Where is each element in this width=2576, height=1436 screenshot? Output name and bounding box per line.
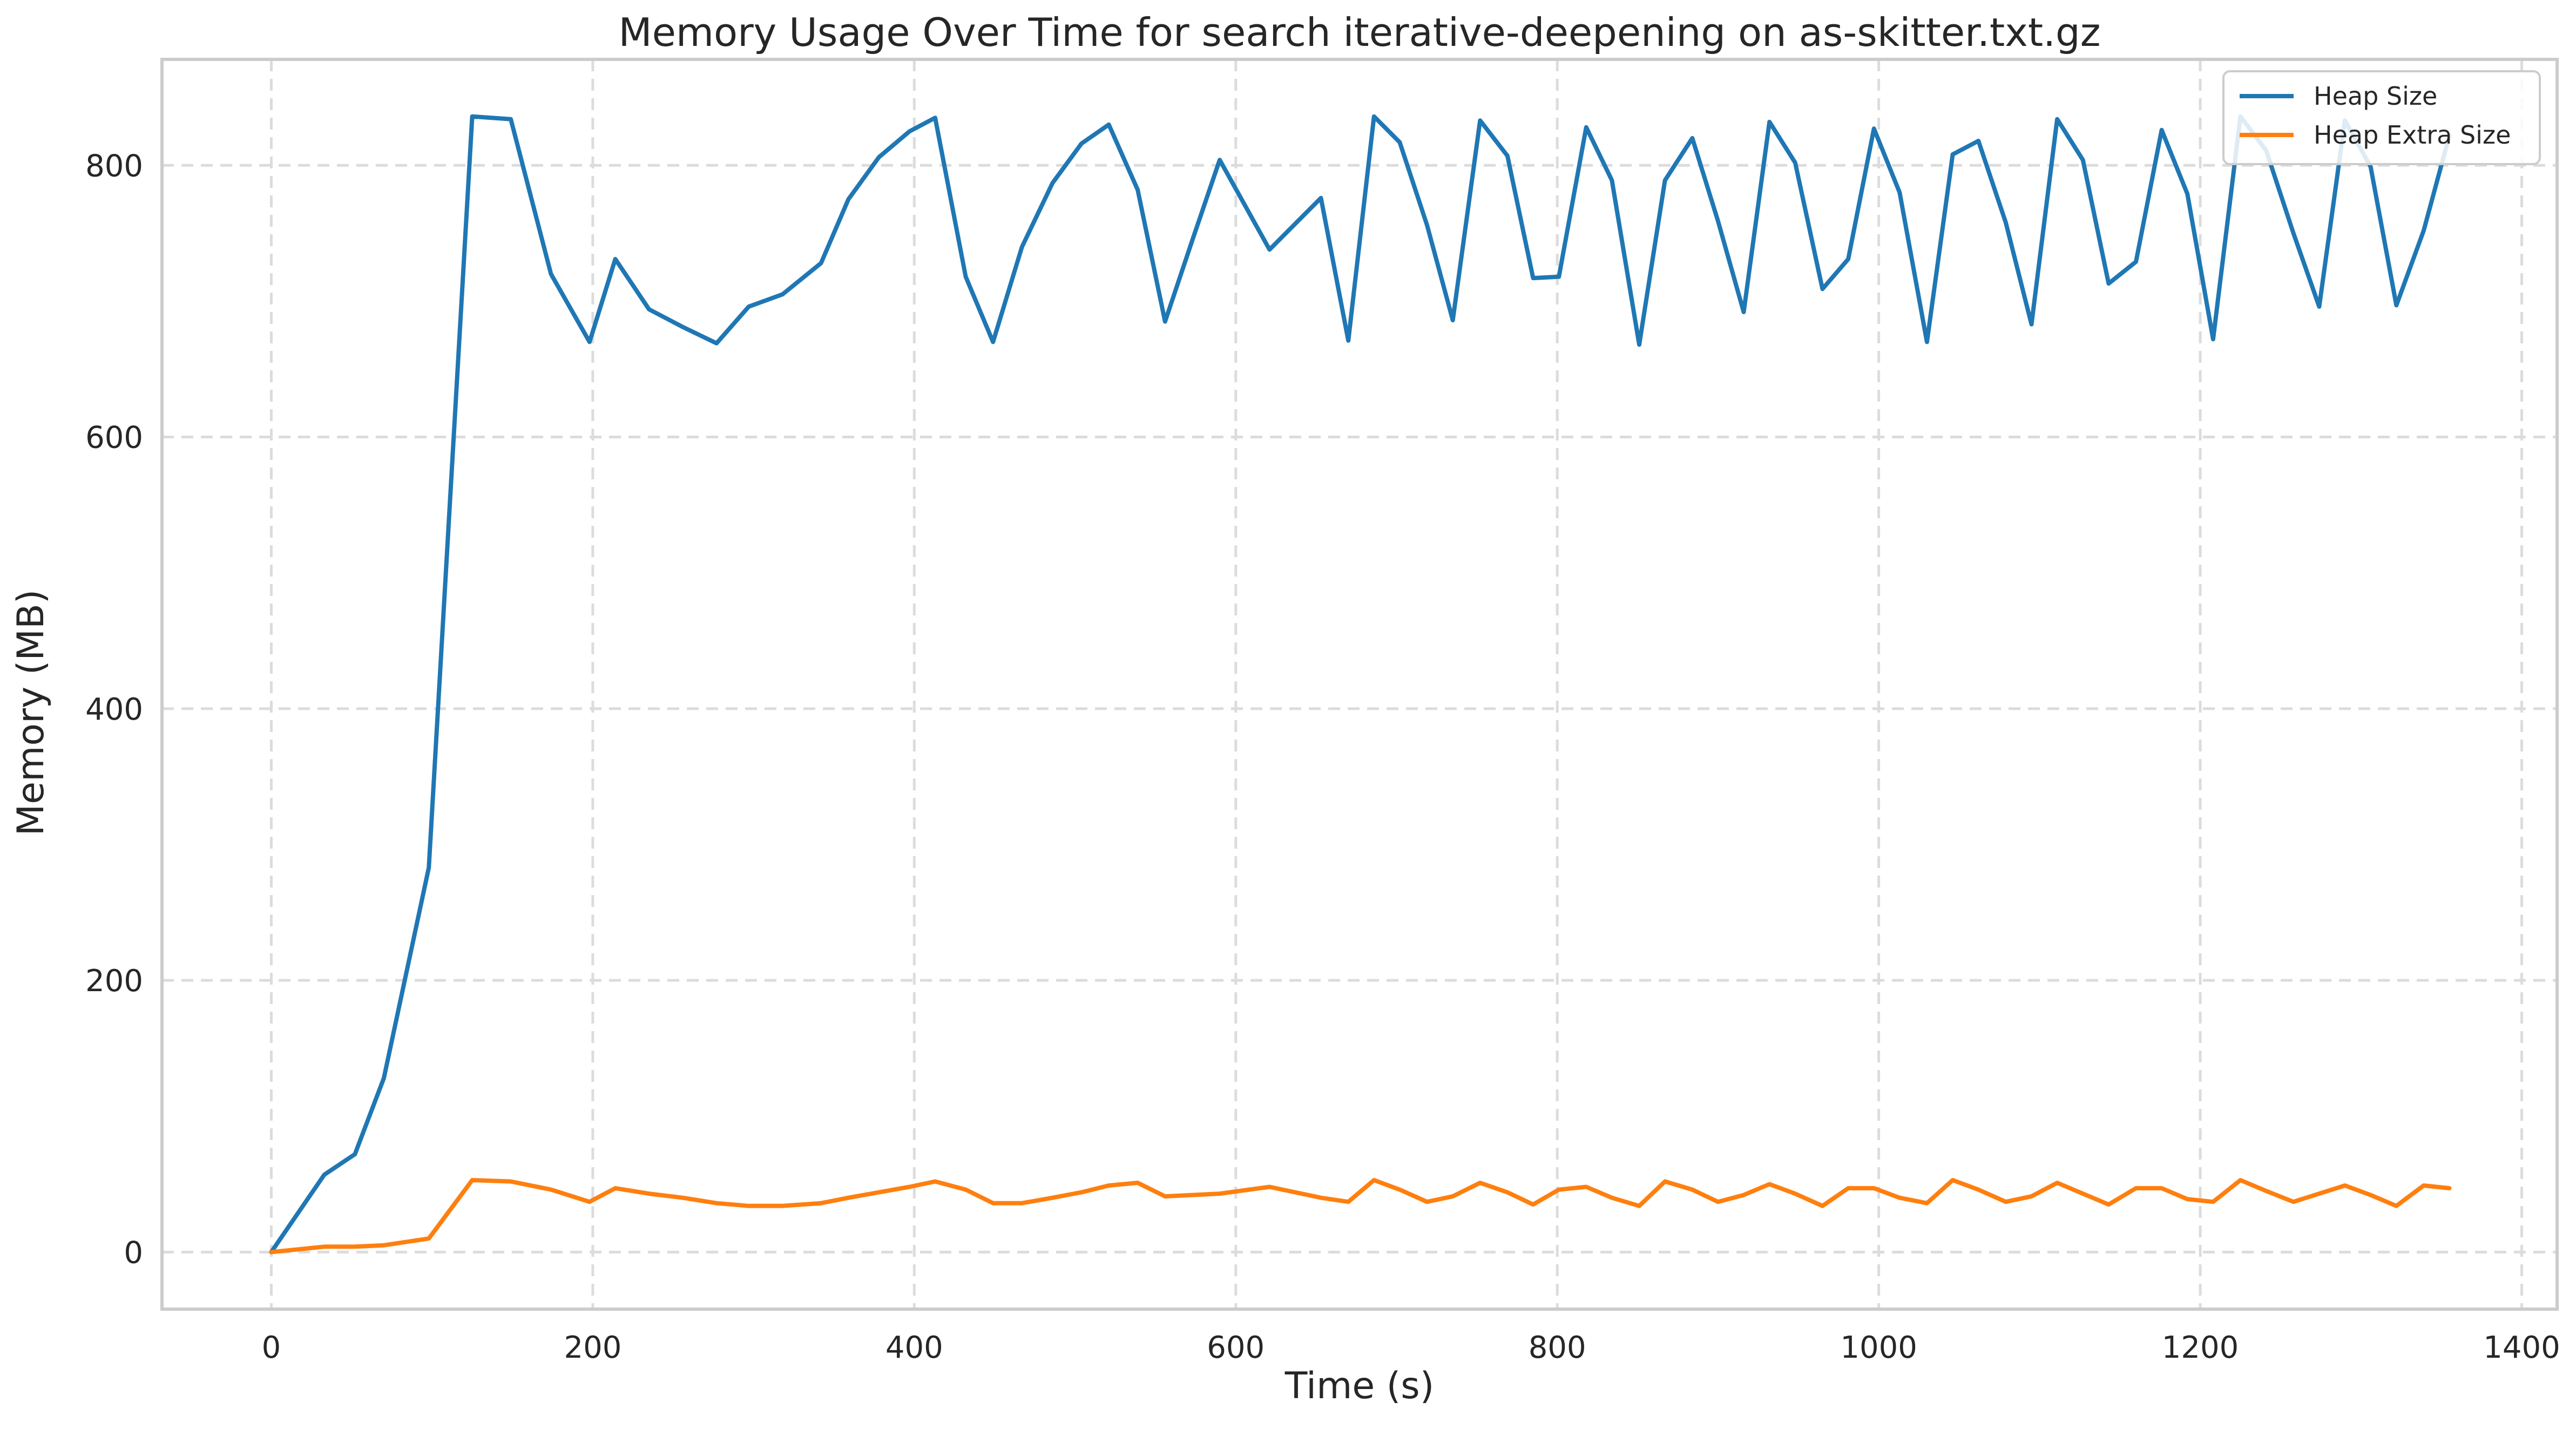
y-tick-label: 0 xyxy=(124,1235,143,1270)
legend: Heap Size Heap Extra Size xyxy=(2222,70,2541,165)
tick-labels: 0 200 400 600 800 1000 1200 1400 0 200 400 600 800 xyxy=(85,148,2560,1365)
plot-frame xyxy=(160,58,2559,1311)
series-lines xyxy=(269,114,2452,1255)
x-tick-label: 400 xyxy=(885,1330,943,1365)
y-tick-label: 600 xyxy=(85,421,143,456)
x-axis-label: Time (s) xyxy=(1284,1365,1435,1407)
series-line-heap-size xyxy=(269,114,2452,1255)
legend-label-heap-size: Heap Size xyxy=(2314,82,2437,111)
x-tick-label: 1000 xyxy=(1840,1330,1917,1365)
chart-title: Memory Usage Over Time for search iterat… xyxy=(618,10,2100,55)
x-tick-label: 1200 xyxy=(2162,1330,2239,1365)
legend-box xyxy=(2222,70,2541,165)
x-tick-label: 600 xyxy=(1207,1330,1265,1365)
grid xyxy=(162,59,2557,1309)
x-tick-label: 200 xyxy=(564,1330,621,1365)
x-tick-label: 800 xyxy=(1529,1330,1586,1365)
y-tick-label: 400 xyxy=(85,692,143,727)
y-tick-label: 200 xyxy=(85,964,143,999)
y-tick-label: 800 xyxy=(85,148,143,184)
x-tick-label: 1400 xyxy=(2483,1330,2560,1365)
x-tick-label: 0 xyxy=(262,1330,281,1365)
series-line-heap-extra-size xyxy=(269,1178,2452,1255)
legend-label-heap-extra-size: Heap Extra Size xyxy=(2314,120,2511,150)
y-axis-label: Memory (MB) xyxy=(10,590,52,836)
